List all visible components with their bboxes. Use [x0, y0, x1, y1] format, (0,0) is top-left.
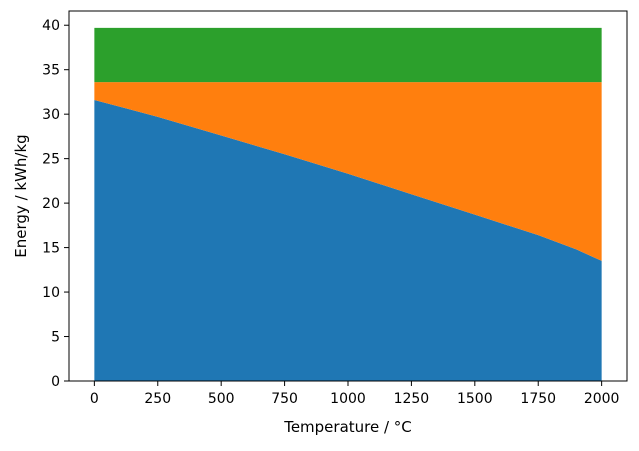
- x-tick-label: 750: [271, 391, 298, 407]
- area-series-1: [94, 99, 602, 381]
- x-tick-label: 250: [144, 391, 171, 407]
- x-tick-label: 1750: [520, 391, 556, 407]
- x-tick-label: 1000: [330, 391, 366, 407]
- x-tick-label: 0: [90, 391, 99, 407]
- x-axis-label: Temperature / °C: [283, 418, 412, 436]
- y-tick-label: 40: [42, 18, 60, 34]
- x-tick-label: 2000: [584, 391, 620, 407]
- area-series-2: [94, 82, 602, 261]
- y-axis-ticks: 0 5 10 15 20 25 30 35 40: [42, 18, 69, 390]
- area-series-3: [94, 27, 602, 83]
- y-tick-label: 15: [42, 241, 60, 257]
- y-tick-label: 35: [42, 63, 60, 79]
- y-axis-label: Energy / kWh/kg: [12, 134, 30, 257]
- x-tick-label: 1500: [457, 391, 493, 407]
- y-tick-label: 20: [42, 196, 60, 212]
- y-tick-label: 25: [42, 152, 60, 168]
- y-tick-label: 10: [42, 285, 60, 301]
- x-tick-label: 500: [208, 391, 235, 407]
- y-tick-label: 0: [51, 374, 60, 390]
- y-tick-label: 5: [51, 330, 60, 346]
- series-layer: [94, 27, 602, 381]
- y-tick-label: 30: [42, 107, 60, 123]
- x-tick-label: 1250: [394, 391, 430, 407]
- x-axis-ticks: 0 250 500 750 1000 1250 1500 1750 2000: [90, 381, 620, 407]
